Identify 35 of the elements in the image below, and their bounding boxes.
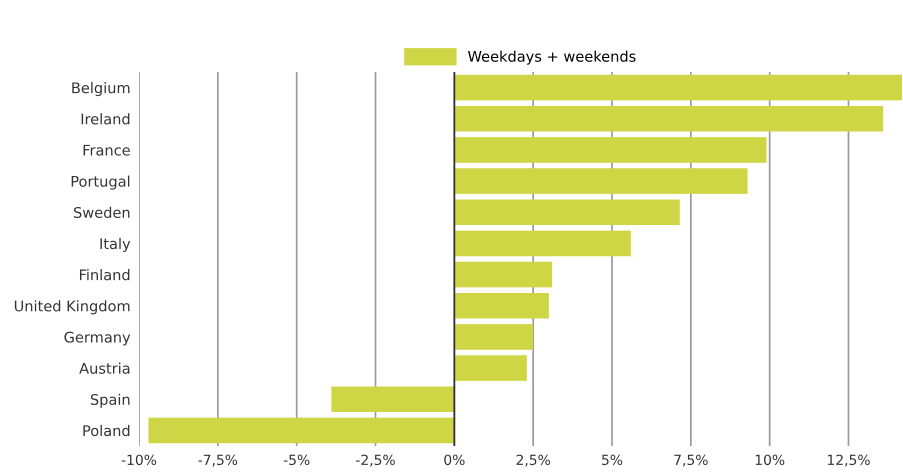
bar [454, 74, 902, 100]
x-tick-label: -5% [284, 454, 310, 466]
x-tick-label: -7,5% [198, 454, 238, 466]
bar [454, 168, 748, 194]
x-tick-label: -10% [122, 454, 156, 466]
bar [454, 199, 680, 226]
y-tick-label: Austria [79, 362, 130, 374]
bar [454, 262, 552, 288]
x-tick-label: 5% [602, 454, 622, 466]
bar [454, 230, 631, 256]
x-tick-label: 7,5% [674, 454, 708, 466]
legend-label: Weekdays + weekends [468, 50, 636, 65]
bar [331, 386, 454, 412]
y-tick-label: Sweden [74, 206, 130, 218]
bar [454, 137, 767, 163]
x-tick-label: 2,5% [516, 454, 550, 466]
y-tick-label: Ireland [82, 113, 130, 124]
y-tick-label: Belgium [72, 82, 130, 96]
y-tick-label: Portugal [72, 176, 130, 190]
x-tick-label: 0% [444, 454, 465, 466]
y-tick-label: Italy [100, 238, 130, 252]
bar [148, 418, 454, 444]
y-tick-label: Germany [64, 332, 130, 346]
bar [454, 106, 884, 132]
bar [454, 324, 534, 350]
y-tick-label: Poland [83, 424, 130, 436]
bar [454, 292, 549, 319]
y-tick-label: Finland [80, 269, 130, 280]
y-tick-label: United Kingdom [14, 300, 130, 314]
x-tick-label: -2,5% [356, 454, 395, 466]
bar [454, 355, 527, 381]
y-tick-label: Spain [90, 394, 130, 408]
x-tick-label: 12,5% [828, 454, 870, 466]
x-tick-label: 10% [756, 454, 784, 466]
y-tick-label: France [84, 144, 130, 156]
